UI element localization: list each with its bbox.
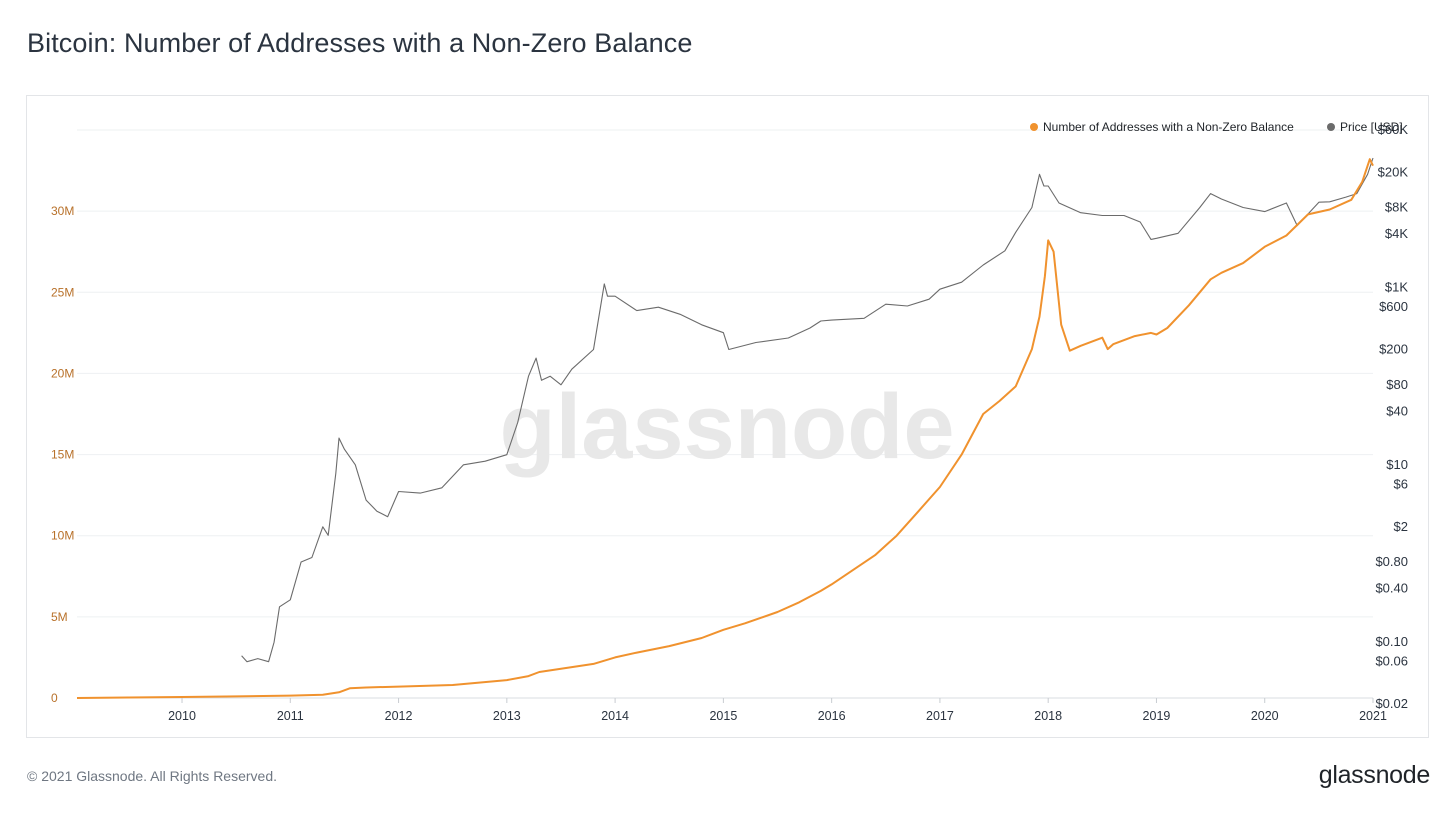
x-tick-label: 2014 <box>601 709 629 723</box>
y-right-tick-label: $600 <box>1379 299 1408 314</box>
chart-frame: glassnode 0 5M 10M 15M 20M 25M 30M $60K $20K $8K… <box>26 95 1429 738</box>
watermark: glassnode <box>499 376 954 478</box>
series-layer <box>76 157 1374 699</box>
y-right-tick-label: $1K <box>1385 280 1408 295</box>
y-right-tick-label: $0.80 <box>1375 554 1408 569</box>
y-right-tick-label: $20K <box>1378 164 1409 179</box>
y-right-tick-label: $80 <box>1386 377 1408 392</box>
x-tick-label: 2021 <box>1359 709 1387 723</box>
chart-svg: glassnode 0 5M 10M 15M 20M 25M 30M $60K $20K $8K… <box>51 120 1408 723</box>
y-left-tick-label: 0 <box>51 691 58 705</box>
copyright-text: © 2021 Glassnode. All Rights Reserved. <box>27 768 278 784</box>
y-right-tick-label: $0.10 <box>1375 634 1408 649</box>
y-right-tick-label: $6 <box>1394 476 1408 491</box>
legend-swatch <box>1327 123 1335 131</box>
grid-layer <box>77 129 1373 699</box>
y-right-tick-label: $4K <box>1385 226 1408 241</box>
x-tick-label: 2016 <box>818 709 846 723</box>
x-tick-label: 2013 <box>493 709 521 723</box>
y-left-tick-label: 20M <box>51 366 74 380</box>
x-tick-label: 2018 <box>1034 709 1062 723</box>
y-right-tick-label: $8K <box>1385 200 1408 215</box>
y-left-tick-label: 15M <box>51 448 74 462</box>
y-right-tick-label: $0.02 <box>1375 696 1408 711</box>
legend-label: Price [USD] <box>1340 120 1403 134</box>
x-tick-label: 2015 <box>709 709 737 723</box>
y-right-tick-label: $40 <box>1386 403 1408 418</box>
y-axis-right: $60K $20K $8K $4K $1K $600 $200 $80 $40 $10 $6 $2 $0… <box>1375 122 1408 711</box>
x-tick-label: 2011 <box>277 709 304 723</box>
y-right-tick-label: $2 <box>1394 519 1408 534</box>
brand-logo: glassnode <box>1318 761 1431 789</box>
y-right-tick-label: $10 <box>1386 457 1408 472</box>
y-right-tick-label: $60K <box>1378 122 1409 137</box>
y-left-tick-label: 25M <box>51 285 74 299</box>
x-tick-label: 2020 <box>1251 709 1279 723</box>
y-right-tick-label: $0.06 <box>1375 654 1408 669</box>
legend-swatch <box>1030 123 1038 131</box>
page-title: Bitcoin: Number of Addresses with a Non-… <box>27 28 693 58</box>
x-tick-label: 2019 <box>1143 709 1171 723</box>
y-left-tick-label: 30M <box>51 204 74 218</box>
y-left-tick-label: 10M <box>51 529 74 543</box>
x-tick-label: 2017 <box>926 709 954 723</box>
legend: Number of Addresses with a Non-Zero Bala… <box>1030 120 1403 134</box>
x-tick-label: 2012 <box>385 709 413 723</box>
series-line-addresses <box>76 158 1374 699</box>
legend-label: Number of Addresses with a Non-Zero Bala… <box>1043 120 1294 134</box>
y-left-tick-label: 5M <box>51 610 68 624</box>
x-axis: 2010 2011 2012 2013 2014 2015 2016 2017 2018 2019… <box>168 698 1387 723</box>
y-right-tick-label: $200 <box>1379 342 1408 357</box>
y-axis-left: 0 5M 10M 15M 20M 25M 30M <box>51 204 74 705</box>
y-right-tick-label: $0.40 <box>1375 581 1408 596</box>
x-tick-label: 2010 <box>168 709 196 723</box>
series-line-price <box>241 157 1374 663</box>
